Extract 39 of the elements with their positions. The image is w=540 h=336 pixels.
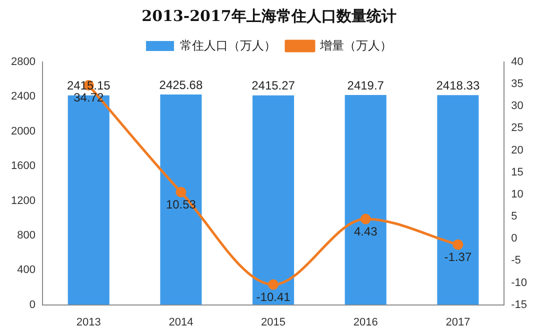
- y-tick-label: 1200: [10, 194, 36, 207]
- y2-tick-label: 15: [511, 166, 524, 178]
- y2-tick-label: -10: [511, 276, 528, 289]
- point: [452, 239, 464, 250]
- y2-tick-label: 35: [511, 78, 524, 90]
- x-tick-label: 2013: [76, 316, 101, 328]
- chart-title: 2013-2017年上海常住人口数量统计: [142, 6, 396, 25]
- y2-tick-label: -15: [511, 298, 528, 311]
- y-tick-label: 0: [29, 298, 36, 311]
- y2-tick-label: 25: [511, 122, 524, 134]
- y-tick-label: 400: [17, 264, 36, 276]
- legend-label: 增量（万人）: [319, 38, 392, 52]
- y2-tick-label: 30: [511, 100, 524, 112]
- point: [360, 214, 371, 224]
- y2-tick-label: 5: [511, 210, 518, 223]
- x-tick-label: 2017: [446, 316, 470, 328]
- data-label: 2425.68: [159, 78, 203, 92]
- data-label: 4.43: [354, 224, 378, 238]
- y2-tick-label: 20: [511, 144, 524, 156]
- data-label: -10.41: [256, 290, 291, 304]
- x-tick-label: 2015: [261, 316, 286, 328]
- y2-tick-label: -5: [511, 254, 521, 267]
- x-tick-label: 2014: [168, 316, 194, 328]
- y2-tick-label: 0: [511, 232, 518, 245]
- y-tick-label: 2000: [10, 125, 36, 138]
- x-tick-label: 2016: [353, 316, 378, 328]
- data-label: 2419.7: [347, 78, 384, 92]
- y2-tick-label: 10: [511, 188, 524, 200]
- y-tick-label: 2800: [10, 56, 36, 68]
- data-label: 2415.27: [252, 78, 296, 93]
- y-tick-label: 1600: [10, 160, 36, 172]
- data-label: -1.37: [444, 250, 472, 264]
- y-tick-label: 800: [17, 229, 36, 242]
- point: [176, 186, 186, 198]
- point: [268, 279, 279, 290]
- data-label: 2418.33: [436, 78, 480, 92]
- y2-tick-label: 40: [511, 56, 524, 68]
- y-tick-label: 2400: [10, 90, 36, 103]
- legend-label: 常住人口（万人）: [180, 38, 276, 52]
